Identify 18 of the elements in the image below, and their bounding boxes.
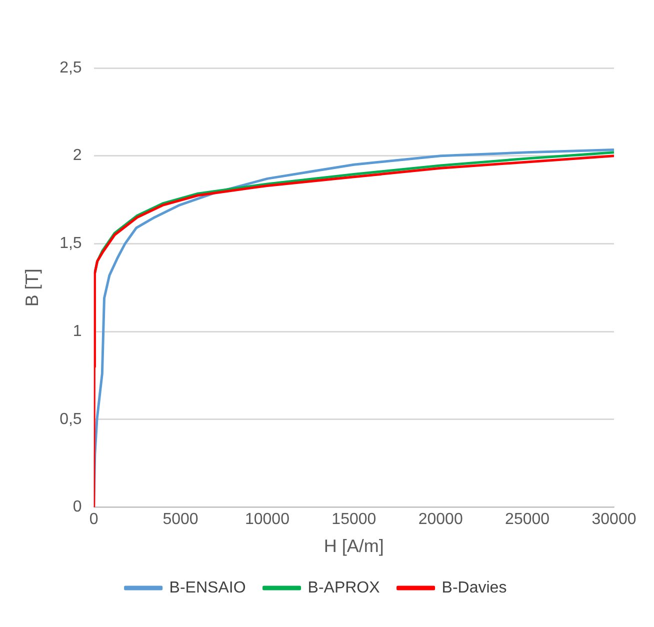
y-tick-label: 0 (72, 498, 82, 516)
legend-label: B-APROX (308, 579, 380, 596)
y-tick-label: 0,5 (60, 410, 82, 428)
x-tick-label: 10000 (244, 511, 290, 528)
y-tick-label: 2 (72, 147, 82, 164)
y-tick-label: 2,5 (60, 59, 82, 76)
x-tick-label: 5000 (162, 511, 198, 528)
x-tick-label: 0 (89, 511, 98, 528)
legend-label: B-Davies (442, 579, 507, 596)
y-tick-label: 1,5 (60, 235, 82, 252)
x-tick-label: 20000 (418, 511, 463, 528)
x-tick-label: 15000 (332, 511, 376, 528)
y-axis-title: B [T] (22, 268, 42, 307)
y-tick-label: 1 (72, 322, 82, 340)
legend-label: B-ENSAIO (169, 579, 246, 596)
x-axis-title: H [A/m] (324, 536, 384, 556)
x-tick-label: 30000 (592, 511, 636, 528)
x-tick-label: 25000 (505, 511, 550, 528)
